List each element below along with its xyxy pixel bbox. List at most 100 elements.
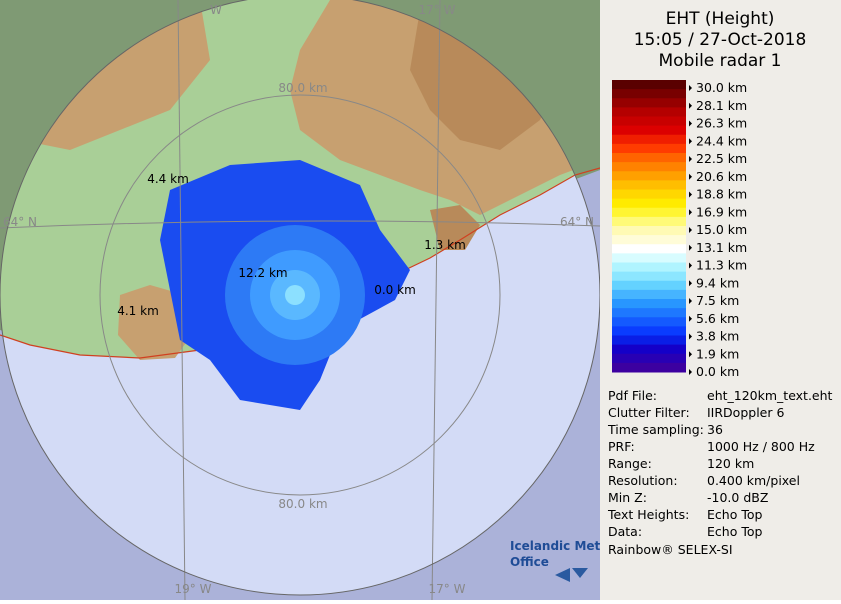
legend-swatch [612,335,686,346]
legend-label: 26.3 km [696,116,747,131]
legend-label: 0.0 km [696,364,739,379]
legend-label: 5.6 km [696,311,739,326]
info-key: Clutter Filter: [608,405,690,420]
legend-swatch [612,180,686,190]
map [0,0,600,600]
legend-tick [689,173,692,180]
panel-title: 15:05 / 27-Oct-2018 [634,30,807,50]
info-key: Min Z: [608,490,647,505]
map-label: W [210,3,222,17]
map-label: 17° W [419,3,456,17]
legend-swatch [612,198,686,209]
legend-tick [689,333,692,340]
legend-tick [689,280,692,287]
echo [285,285,305,305]
legend-label: 15.0 km [696,222,747,237]
legend-label: 20.6 km [696,169,747,184]
info-key: Data: [608,524,642,539]
map-label: 80.0 km [278,81,327,95]
legend-swatch [612,289,686,300]
info-key: PRF: [608,439,635,454]
info-value: -10.0 dBZ [707,490,768,505]
info-value: 36 [707,422,723,437]
logo-text: Office [510,555,549,569]
map-label: 19° W [175,582,212,596]
legend-swatch [612,116,686,127]
legend-swatch [612,189,686,200]
panel-title: Mobile radar 1 [659,51,782,71]
legend-label: 22.5 km [696,151,747,166]
legend-label: 3.8 km [696,329,739,344]
legend-tick [689,85,692,91]
info-key: Resolution: [608,473,678,488]
legend-swatch [612,317,686,327]
legend-swatch [612,280,686,291]
legend-tick [689,209,692,216]
logo-mark [555,568,588,582]
info-value: 1000 Hz / 800 Hz [707,439,815,454]
legend-swatch [612,244,686,254]
legend-swatch [612,308,686,318]
legend-swatch [612,207,686,218]
map-label: 64° N [3,215,37,229]
legend-swatch [612,362,686,373]
legend-label: 28.1 km [696,98,747,113]
map-label: 80.0 km [278,497,327,511]
info-key: Text Heights: [607,507,689,522]
legend-swatch [612,344,686,355]
info-value: 120 km [707,456,754,471]
legend-swatch [612,326,686,336]
legend-tick [689,156,692,162]
legend-swatch [612,98,686,108]
legend-label: 24.4 km [696,133,747,148]
graticule [0,0,600,600]
legend-label: 7.5 km [696,293,739,308]
map-label: 12.2 km [238,266,287,280]
info-key: Range: [608,456,652,471]
legend-swatch [612,153,686,163]
info-value: 0.400 km/pixel [707,473,800,488]
legend-tick [689,102,692,109]
info-value: Echo Top [707,507,762,522]
legend-tick [689,298,692,304]
legend-label: 13.1 km [696,240,747,255]
legend-tick [689,369,692,375]
panel-title: EHT (Height) [666,9,775,29]
legend-swatch [612,299,686,309]
legend-swatch [612,162,686,172]
footer: Rainbow® SELEX-SI [608,542,733,557]
legend-label: 11.3 km [696,258,747,273]
legend-swatch [612,107,686,117]
highland [430,205,480,250]
legend-swatch [612,125,686,136]
map-label: 4.4 km [147,172,189,186]
info-key: Pdf File: [608,388,657,403]
legend-swatch [612,353,686,364]
legend-tick [689,262,692,269]
legend-swatch [612,253,686,263]
map-label: 17° W [429,582,466,596]
info-key: Time sampling: [607,422,704,437]
info-value: IIRDoppler 6 [707,405,784,420]
legend-swatch [612,171,686,181]
legend-swatch [612,235,686,245]
map-label: 1.3 km [424,238,466,252]
legend-swatch [612,262,686,273]
legend-swatch [612,226,686,236]
legend-label: 1.9 km [696,346,739,361]
legend-tick [689,351,692,358]
legend-tick [689,138,692,145]
legend-label: 9.4 km [696,275,739,290]
legend-tick [689,191,692,198]
legend-tick [689,120,692,127]
logo-text: Icelandic Met [510,539,601,553]
legend-label: 18.8 km [696,187,747,202]
legend-swatch [612,89,686,99]
legend-label: 30.0 km [696,80,747,95]
map-label: 64° N [560,215,594,229]
legend-swatch [612,271,686,282]
echoes [160,160,410,410]
legend-swatch [612,80,686,90]
map-label: 0.0 km [374,283,416,297]
